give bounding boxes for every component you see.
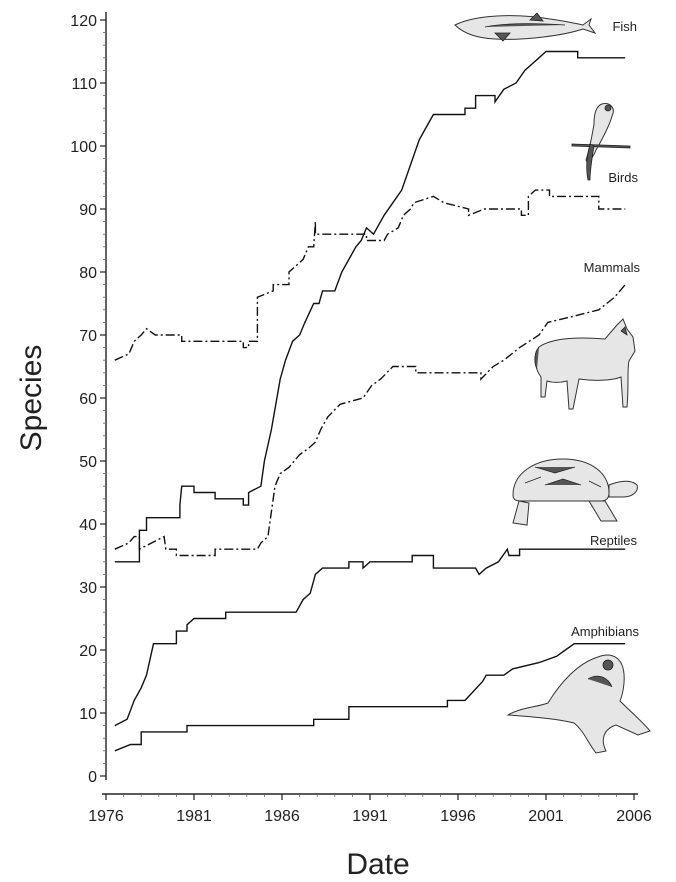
x-tick-label: 1986	[264, 808, 300, 825]
y-tick-label: 20	[79, 643, 97, 660]
series-label-amphibians: Amphibians	[571, 624, 639, 639]
series-line-birds	[114, 189, 626, 361]
y-tick-label: 110	[71, 76, 97, 93]
axes	[102, 12, 638, 795]
frog-illustration	[506, 654, 651, 754]
x-tick-label: 2006	[616, 808, 652, 825]
tortoise-illustration	[512, 458, 638, 526]
wolf-illustration	[534, 318, 636, 410]
series-line-amphibians	[114, 643, 626, 752]
bird-illustration	[571, 103, 631, 181]
y-tick-label: 30	[79, 580, 97, 597]
y-tick-label: 100	[70, 139, 97, 156]
x-tick-label: 1981	[176, 808, 212, 825]
x-axis-title: Date	[346, 848, 409, 881]
series-label-reptiles: Reptiles	[590, 533, 637, 548]
y-tick-label: 60	[79, 391, 97, 408]
series-label-birds: Birds	[608, 170, 638, 185]
series-label-fish: Fish	[612, 19, 637, 34]
series-line-mammals	[114, 284, 626, 557]
series-label-mammals: Mammals	[584, 260, 641, 275]
y-tick-label: 90	[79, 202, 97, 219]
x-tick-label: 2001	[528, 808, 564, 825]
y-tick-label: 40	[79, 517, 97, 534]
series-group	[114, 50, 626, 752]
y-tick-label: 10	[79, 706, 97, 723]
x-tick-label: 1991	[352, 808, 388, 825]
series-line-fish	[114, 50, 626, 563]
x-tick-label: 1996	[440, 808, 476, 825]
x-tick-label: 1976	[88, 808, 124, 825]
y-tick-label: 50	[79, 454, 97, 471]
y-tick-label: 120	[70, 13, 97, 30]
y-tick-label: 80	[79, 265, 97, 282]
series-line-reptiles	[114, 547, 626, 727]
y-tick-label: 70	[79, 328, 97, 345]
y-axis-title: Species	[15, 345, 48, 452]
ticks: 0 10 20 30 40 50 60 70 80 90 100 110 120 1976 1981 1986…	[70, 13, 652, 825]
fish-illustration	[454, 12, 597, 42]
y-tick-label: 0	[88, 769, 97, 786]
